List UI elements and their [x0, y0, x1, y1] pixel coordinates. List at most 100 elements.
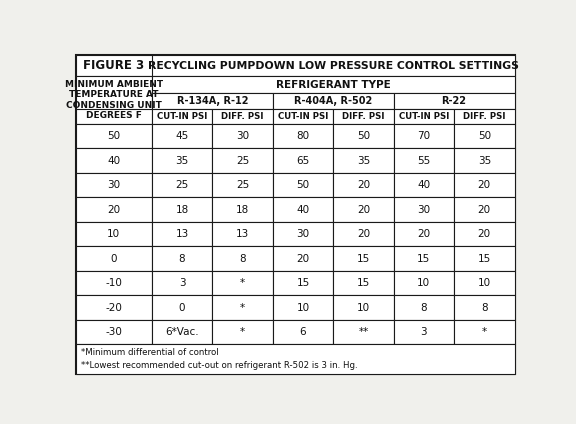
Bar: [454, 222, 514, 246]
Bar: [454, 124, 514, 148]
Text: 6*Vac.: 6*Vac.: [165, 327, 199, 337]
Bar: [454, 198, 514, 222]
Text: DIFF. PSI: DIFF. PSI: [463, 112, 506, 121]
Text: *: *: [240, 327, 245, 337]
Bar: [454, 320, 514, 344]
Text: 0: 0: [111, 254, 117, 264]
Bar: [152, 93, 272, 109]
Text: 10: 10: [357, 303, 370, 312]
Bar: [76, 173, 152, 198]
Text: 50: 50: [107, 131, 120, 141]
Bar: [454, 271, 514, 295]
Text: 20: 20: [417, 229, 430, 239]
Bar: [454, 173, 514, 198]
Text: 8: 8: [239, 254, 246, 264]
Bar: [393, 93, 514, 109]
Text: 30: 30: [236, 131, 249, 141]
Text: 13: 13: [176, 229, 189, 239]
Bar: [333, 246, 393, 271]
Bar: [272, 93, 393, 109]
Text: 65: 65: [296, 156, 309, 166]
Bar: [272, 173, 333, 198]
Text: 70: 70: [417, 131, 430, 141]
Bar: [76, 246, 152, 271]
Text: **Lowest recommended cut-out on refrigerant R-502 is 3 in. Hg.: **Lowest recommended cut-out on refriger…: [81, 361, 357, 370]
Text: 3: 3: [420, 327, 427, 337]
Bar: [213, 124, 272, 148]
Text: 15: 15: [478, 254, 491, 264]
Text: 50: 50: [478, 131, 491, 141]
Bar: [393, 173, 454, 198]
Bar: [393, 295, 454, 320]
Bar: [152, 320, 213, 344]
Bar: [393, 109, 454, 124]
Bar: [152, 271, 213, 295]
Text: 20: 20: [478, 205, 491, 215]
Text: 15: 15: [357, 278, 370, 288]
Text: 20: 20: [107, 205, 120, 215]
Bar: [454, 148, 514, 173]
Text: REFRIGERANT TYPE: REFRIGERANT TYPE: [276, 80, 391, 90]
Bar: [393, 271, 454, 295]
Text: 55: 55: [417, 156, 430, 166]
Text: 15: 15: [417, 254, 430, 264]
Bar: [333, 198, 393, 222]
Text: 30: 30: [297, 229, 309, 239]
Text: DIFF. PSI: DIFF. PSI: [221, 112, 264, 121]
Bar: [76, 198, 152, 222]
Bar: [333, 295, 393, 320]
Bar: [76, 109, 152, 124]
Text: 35: 35: [357, 156, 370, 166]
Text: 6: 6: [300, 327, 306, 337]
Bar: [213, 295, 272, 320]
Bar: [152, 109, 213, 124]
Text: 50: 50: [357, 131, 370, 141]
Text: 25: 25: [236, 180, 249, 190]
Bar: [213, 173, 272, 198]
Bar: [152, 173, 213, 198]
Text: CUT-IN PSI: CUT-IN PSI: [399, 112, 449, 121]
Text: 30: 30: [417, 205, 430, 215]
Bar: [213, 271, 272, 295]
Bar: [213, 148, 272, 173]
Text: 40: 40: [417, 180, 430, 190]
Bar: [333, 148, 393, 173]
Bar: [76, 55, 514, 76]
Text: 45: 45: [176, 131, 189, 141]
Text: *: *: [482, 327, 487, 337]
Bar: [393, 124, 454, 148]
Bar: [393, 246, 454, 271]
Text: -10: -10: [105, 278, 122, 288]
Text: -20: -20: [105, 303, 122, 312]
Text: 18: 18: [236, 205, 249, 215]
Text: R-134A, R-12: R-134A, R-12: [176, 96, 248, 106]
Text: 13: 13: [236, 229, 249, 239]
Bar: [272, 222, 333, 246]
Text: MINIMUM AMBIENT
TEMPERATURE AT
CONDENSING UNIT
DEGREES F: MINIMUM AMBIENT TEMPERATURE AT CONDENSIN…: [65, 80, 163, 120]
Text: 15: 15: [296, 278, 309, 288]
Bar: [272, 320, 333, 344]
Text: 40: 40: [107, 156, 120, 166]
Text: DIFF. PSI: DIFF. PSI: [342, 112, 385, 121]
Bar: [333, 320, 393, 344]
Bar: [152, 246, 213, 271]
Bar: [152, 222, 213, 246]
Text: 30: 30: [107, 180, 120, 190]
Bar: [393, 198, 454, 222]
Bar: [333, 124, 393, 148]
Text: 10: 10: [297, 303, 309, 312]
Bar: [393, 320, 454, 344]
Text: RECYCLING PUMPDOWN LOW PRESSURE CONTROL SETTINGS: RECYCLING PUMPDOWN LOW PRESSURE CONTROL …: [147, 61, 518, 70]
Bar: [76, 124, 152, 148]
Bar: [76, 222, 152, 246]
Text: 10: 10: [107, 229, 120, 239]
Text: *: *: [240, 303, 245, 312]
Text: *Minimum differential of control: *Minimum differential of control: [81, 348, 218, 357]
Text: 35: 35: [176, 156, 189, 166]
Text: 50: 50: [297, 180, 309, 190]
Text: *: *: [240, 278, 245, 288]
Text: 10: 10: [417, 278, 430, 288]
Bar: [333, 173, 393, 198]
Text: 20: 20: [357, 180, 370, 190]
Bar: [272, 109, 333, 124]
